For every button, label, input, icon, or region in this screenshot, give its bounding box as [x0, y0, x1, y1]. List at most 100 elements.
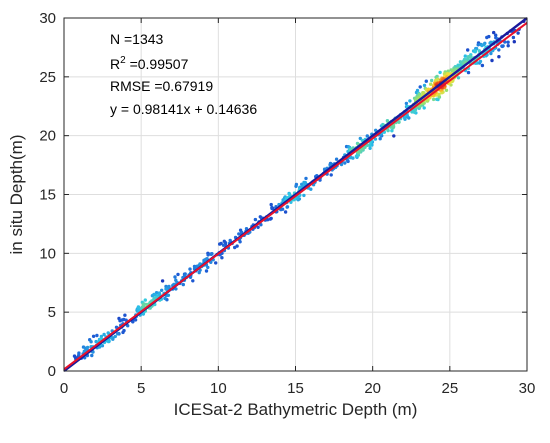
x-tick-label-2: 10: [210, 380, 227, 397]
scatter-point-118: [500, 44, 504, 48]
scatter-point-406: [480, 43, 484, 48]
scatter-point-338: [97, 345, 102, 349]
axis-ticks: 0 5 10 15 20 25 30 0 5 10 15 20 25 30: [39, 10, 535, 397]
scatter-point-4: [492, 30, 496, 35]
scatter-point-763: [417, 92, 422, 96]
scatter-point-427: [408, 99, 412, 103]
scatter-point-755: [431, 97, 436, 102]
scatter-point-20: [506, 44, 510, 48]
r-squared-base: R: [110, 56, 120, 72]
scatter-point-135: [237, 232, 241, 236]
scatter-point-76: [204, 269, 209, 273]
scatter-point-47: [191, 279, 195, 283]
scatter-point-854: [426, 87, 431, 91]
scatter-point-411: [106, 331, 110, 335]
y-tick-label-2: 10: [39, 245, 56, 262]
scatter-point-550: [435, 97, 439, 102]
scatter-point-328: [113, 334, 118, 339]
scatter-point-153: [497, 48, 501, 52]
scatter-point-27: [466, 48, 470, 52]
scatter-point-58: [270, 205, 274, 210]
scatter-point-6: [490, 58, 494, 63]
statistics-annotation: N =1343 R2 =0.99507 RMSE =0.67919 y = 0.…: [110, 31, 257, 117]
scatter-point-2: [392, 134, 396, 138]
scatter-point-189: [209, 252, 213, 256]
scatter-point-3: [512, 40, 516, 44]
scatter-point-34: [269, 202, 273, 207]
scatter-point-32: [218, 242, 222, 246]
scatter-point-302: [489, 51, 493, 56]
y-axis-label: in situ Depth(m): [7, 135, 26, 255]
scatter-point-94: [206, 253, 210, 257]
scatter-point-61: [466, 70, 471, 75]
scatter-point-24: [283, 210, 288, 214]
scatter-point-70: [233, 245, 237, 250]
rmse-label: RMSE =0.67919: [110, 78, 213, 94]
scatter-point-17: [72, 354, 77, 358]
regression-equation-label: y = 0.98141x + 0.14636: [110, 101, 257, 117]
scatter-point-71: [329, 173, 333, 177]
scatter-point-261: [160, 288, 164, 292]
y-tick-label-4: 20: [39, 128, 56, 145]
scatter-point-1: [160, 279, 165, 283]
scatter-point-506: [287, 192, 292, 196]
scatter-point-213: [285, 205, 290, 209]
scatter-point-255: [91, 350, 95, 354]
r-squared-value: =0.99507: [126, 56, 189, 72]
scatter-point-29: [123, 313, 127, 317]
scatter-point-242: [197, 270, 201, 275]
scatter-point-700: [141, 303, 146, 307]
scatter-point-588: [456, 76, 461, 80]
scatter-point-509: [368, 143, 372, 148]
scatter-point-683: [397, 120, 401, 124]
linear-fit-line: [63, 22, 528, 371]
scatter-point-383: [302, 193, 306, 198]
scatter-point-265: [163, 296, 167, 301]
scatter-point-240: [206, 265, 210, 270]
scatter-point-10: [516, 31, 520, 35]
scatter-point-479: [463, 54, 467, 58]
scatter-point-50: [220, 256, 224, 260]
scatter-point-165: [228, 238, 232, 243]
scatter-point-37: [480, 63, 485, 68]
scatter-point-38: [494, 33, 498, 37]
scatter-point-792: [429, 82, 433, 86]
scatter-point-214: [294, 184, 298, 188]
scatter-point-87: [418, 85, 422, 89]
y-tick-label-1: 5: [48, 304, 56, 321]
scatter-point-532: [390, 129, 394, 133]
scatter-point-426: [405, 113, 409, 118]
scatter-point-120: [77, 351, 81, 355]
scatter-point-86: [424, 79, 428, 83]
scatter-point-523: [143, 298, 147, 302]
scatter-point-169: [244, 227, 249, 231]
scatter-point-495: [422, 106, 426, 110]
x-tick-label-1: 5: [137, 380, 145, 397]
scatter-point-26: [268, 217, 272, 221]
scatter-point-41: [91, 334, 96, 338]
scatter-point-408: [478, 59, 483, 64]
scatter-point-470: [136, 305, 141, 309]
scatter-point-72: [485, 35, 489, 40]
scatter-point-162: [188, 267, 192, 271]
y-tick-label-6: 30: [39, 10, 56, 27]
scatter-point-62: [506, 40, 510, 44]
scatter-point-535: [473, 49, 478, 53]
x-tick-label-5: 25: [441, 380, 458, 397]
scatter-point-572: [410, 109, 415, 114]
scatter-point-664: [430, 78, 434, 83]
scatter-point-446: [368, 146, 372, 150]
x-tick-label-0: 0: [60, 380, 68, 397]
r-squared-label: R2 =0.99507: [110, 55, 189, 72]
scatter-point-21: [214, 261, 218, 265]
scatter-point-64: [120, 318, 125, 322]
scatter-point-181: [90, 353, 94, 358]
scatter-point-226: [116, 332, 120, 336]
x-tick-label-6: 30: [519, 380, 536, 397]
scatter-point-191: [334, 157, 339, 161]
scatter-point-422: [373, 137, 378, 141]
scatter-point-304: [85, 345, 90, 350]
scatter-point-44: [122, 328, 126, 333]
scatter-point-159: [173, 275, 177, 279]
y-tick-label-0: 0: [48, 363, 56, 380]
